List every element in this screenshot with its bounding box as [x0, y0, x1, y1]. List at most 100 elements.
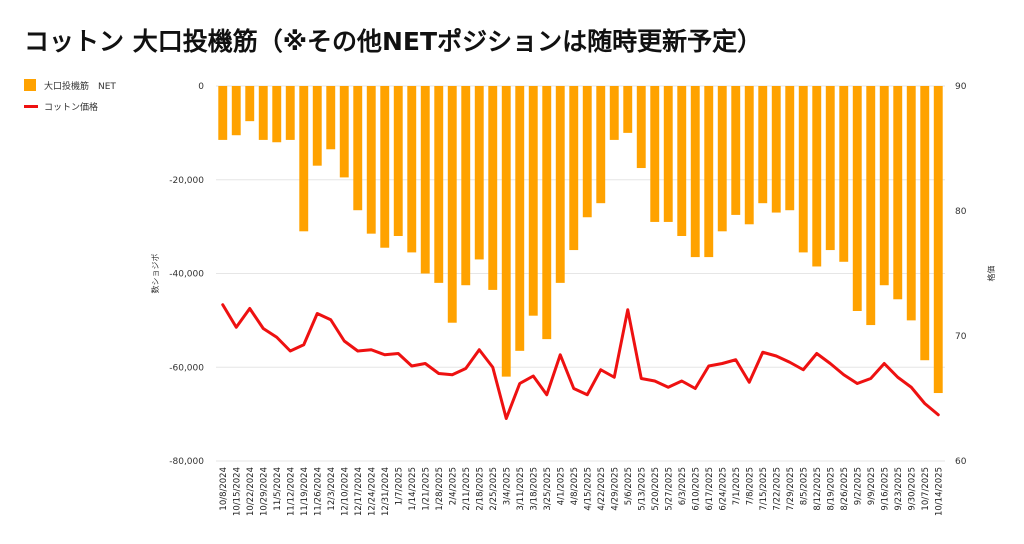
x-tick-label: 10/29/2024	[259, 467, 269, 516]
x-tick-label: 11/12/2024	[286, 467, 296, 516]
y-right-axis-title: 格価	[986, 266, 996, 282]
bar	[299, 86, 309, 232]
bar	[474, 86, 484, 260]
y-right-tick-label: 60	[955, 457, 967, 467]
bar	[852, 86, 862, 311]
x-tick-label: 9/30/2025	[907, 467, 917, 511]
x-tick-label: 9/2/2025	[853, 467, 863, 505]
x-tick-label: 12/3/2024	[327, 467, 337, 511]
x-tick-label: 3/18/2025	[529, 467, 539, 511]
bar	[906, 86, 916, 321]
x-tick-label: 7/1/2025	[732, 467, 742, 505]
bar	[218, 86, 228, 140]
bar	[461, 86, 471, 286]
bar	[542, 86, 552, 340]
y-left-tick-label: -20,000	[169, 176, 204, 186]
legend-swatch-price	[24, 104, 38, 108]
x-tick-label: 5/27/2025	[664, 467, 674, 511]
bar	[312, 86, 322, 166]
x-tick-label: 11/26/2024	[313, 467, 323, 516]
x-tick-label: 2/4/2025	[448, 467, 458, 505]
x-tick-label: 4/29/2025	[610, 467, 620, 511]
bar	[933, 86, 943, 394]
bar	[245, 86, 255, 122]
bar	[636, 86, 646, 169]
bar	[231, 86, 241, 136]
x-tick-label: 3/11/2025	[516, 467, 526, 511]
bar	[528, 86, 538, 316]
bar	[920, 86, 930, 361]
bar	[488, 86, 498, 290]
x-tick-label: 10/7/2025	[921, 467, 931, 511]
bar	[650, 86, 660, 222]
y-right-tick-label: 70	[955, 332, 967, 342]
x-tick-label: 6/24/2025	[718, 467, 728, 511]
bar	[339, 86, 349, 178]
x-tick-label: 1/21/2025	[421, 467, 431, 511]
bar	[272, 86, 282, 143]
legend-swatch-net	[24, 79, 36, 91]
bar	[677, 86, 687, 236]
x-tick-label: 2/25/2025	[489, 467, 499, 511]
bar	[663, 86, 673, 222]
bar	[690, 86, 700, 258]
x-tick-label: 8/5/2025	[799, 467, 809, 505]
x-tick-label: 5/6/2025	[624, 467, 634, 505]
bar	[879, 86, 889, 286]
x-tick-label: 10/22/2024	[246, 467, 256, 516]
x-tick-label: 10/15/2024	[232, 467, 242, 516]
y-left-tick-label: -40,000	[169, 270, 204, 280]
bar	[731, 86, 741, 215]
bar	[812, 86, 822, 267]
x-tick-label: 8/26/2025	[840, 467, 850, 511]
bar	[717, 86, 727, 232]
x-tick-label: 4/8/2025	[570, 467, 580, 505]
bar	[258, 86, 268, 140]
bar	[407, 86, 417, 253]
bar	[353, 86, 363, 211]
bar	[744, 86, 754, 225]
bar	[515, 86, 525, 351]
bar	[582, 86, 592, 218]
x-tick-label: 6/17/2025	[705, 467, 715, 511]
x-tick-label: 11/5/2024	[273, 467, 283, 511]
bar	[326, 86, 336, 150]
bar	[569, 86, 579, 251]
bar	[758, 86, 768, 204]
x-tick-label: 9/23/2025	[894, 467, 904, 511]
legend-item-net: 大口投機筋 NET	[24, 78, 116, 92]
bar	[447, 86, 457, 323]
bar	[839, 86, 849, 262]
bar	[420, 86, 430, 274]
bar	[825, 86, 835, 251]
x-tick-label: 6/3/2025	[678, 467, 688, 505]
bar	[623, 86, 633, 133]
bar	[866, 86, 876, 326]
x-tick-label: 6/10/2025	[691, 467, 701, 511]
x-tick-label: 12/24/2024	[367, 467, 377, 516]
y-left-tick-label: -80,000	[169, 457, 204, 467]
y-right-tick-label: 80	[955, 207, 967, 217]
x-tick-label: 2/18/2025	[475, 467, 485, 511]
bar	[596, 86, 606, 204]
x-tick-label: 4/22/2025	[597, 467, 607, 511]
x-tick-label: 12/31/2024	[381, 467, 391, 516]
bar	[704, 86, 714, 258]
y-left-axis-title: 数ショジボ	[150, 254, 160, 294]
x-tick-label: 11/19/2024	[300, 467, 310, 516]
legend-label-price: コットン価格	[44, 102, 99, 113]
x-tick-label: 2/11/2025	[462, 467, 472, 511]
y-left-tick-label: -60,000	[169, 363, 204, 373]
x-tick-label: 1/28/2025	[435, 467, 445, 511]
bar	[393, 86, 403, 236]
bar	[285, 86, 295, 140]
x-tick-label: 7/22/2025	[772, 467, 782, 511]
bar	[434, 86, 444, 283]
bar	[771, 86, 781, 213]
legend-item-price: コットン価格	[24, 99, 116, 113]
y-left-tick-label: 0	[198, 82, 204, 92]
bar	[798, 86, 808, 253]
x-tick-label: 9/16/2025	[880, 467, 890, 511]
